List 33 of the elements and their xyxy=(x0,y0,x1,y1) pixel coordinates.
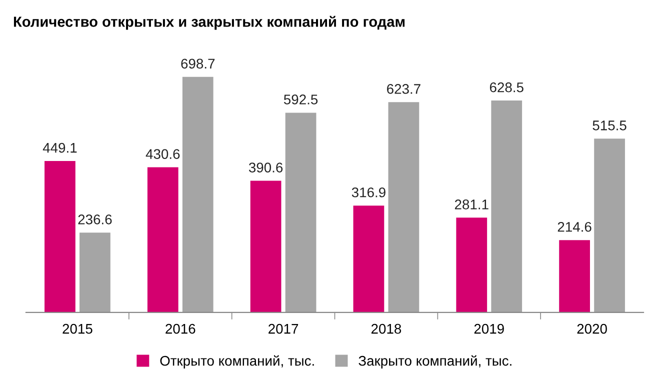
bar xyxy=(80,232,110,312)
data-label: 214.6 xyxy=(558,222,592,232)
data-label: 449.1 xyxy=(42,142,77,153)
x-tick-label: 2015 xyxy=(62,324,92,334)
bar xyxy=(491,100,522,312)
x-tick-label: 2020 xyxy=(577,324,607,334)
x-tick-label: 2019 xyxy=(474,324,504,334)
bar xyxy=(285,112,316,312)
data-label: 390.6 xyxy=(248,162,283,172)
data-label: 236.6 xyxy=(78,214,112,224)
data-label: 430.6 xyxy=(146,149,180,159)
data-label: 628.5 xyxy=(490,82,524,92)
chart-title: Количество открытых и закрытых компаний по годам xyxy=(14,16,405,30)
bar xyxy=(147,167,178,312)
legend-label: Закрыто компаний, тыс. xyxy=(358,355,512,368)
bar xyxy=(594,138,625,312)
data-label: 515.5 xyxy=(592,120,626,130)
data-label: 592.5 xyxy=(284,94,318,104)
x-tick-label: 2017 xyxy=(268,324,298,334)
bar xyxy=(456,218,488,312)
data-label: 316.9 xyxy=(352,187,386,198)
bar xyxy=(250,180,282,312)
bar xyxy=(182,76,214,312)
x-tick-label: 2016 xyxy=(166,324,196,334)
bar xyxy=(353,206,384,312)
bar xyxy=(44,161,76,312)
data-label: 698.7 xyxy=(181,58,215,69)
legend-label: Открыто компаний, тыс. xyxy=(160,355,314,368)
data-label: 623.7 xyxy=(387,84,420,94)
bar xyxy=(559,240,590,312)
data-label: 281.1 xyxy=(454,200,488,210)
bar xyxy=(388,102,420,312)
x-tick-label: 2018 xyxy=(371,324,402,334)
